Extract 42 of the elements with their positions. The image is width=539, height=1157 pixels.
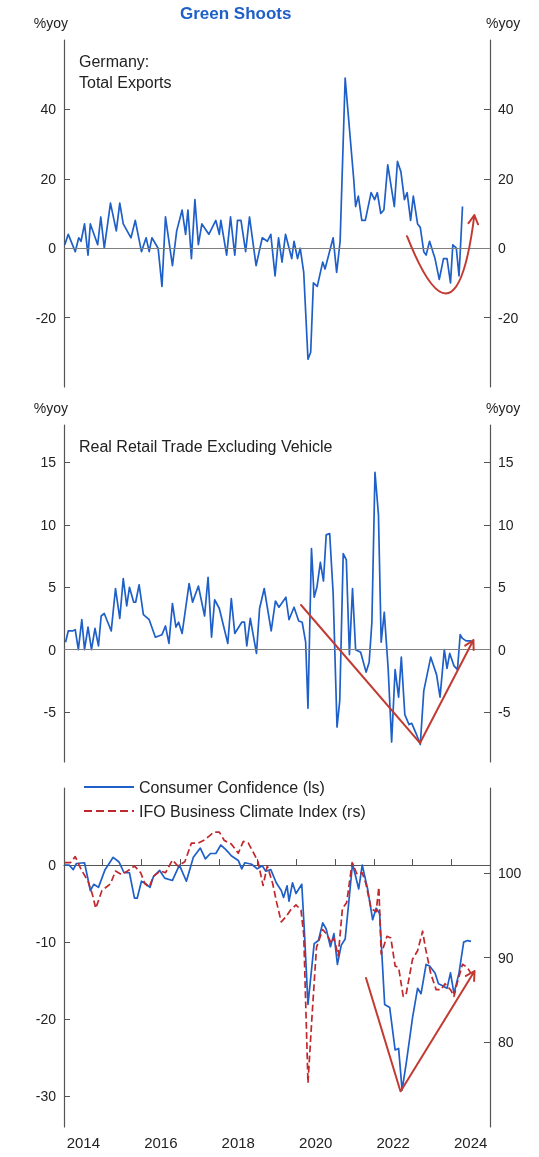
y-tick-label: 20 [40, 170, 57, 187]
y2-axis-title: %yoy [486, 15, 521, 31]
legend-label: IFO Business Climate Index (rs) [139, 802, 366, 820]
y-axis-title: %yoy [33, 400, 68, 416]
y2-tick-label: 80 [498, 1034, 514, 1051]
y-tick-label: 0 [48, 857, 57, 874]
chart-title: Green Shoots [180, 4, 292, 23]
y-axis-title: %yoy [33, 15, 68, 31]
line-series [63, 77, 464, 361]
y2-tick-label: -5 [498, 704, 511, 721]
y2-tick-label: 40 [498, 101, 514, 118]
y2-tick-label: 0 [498, 641, 506, 658]
y-tick-label: -10 [35, 934, 57, 951]
y2-tick-label: 100 [498, 864, 522, 881]
y2-tick-label: 15 [498, 454, 514, 471]
legend-label: Consumer Confidence (ls) [139, 778, 325, 796]
y2-axis-title: %yoy [486, 400, 521, 416]
y2-tick-label: 10 [498, 516, 514, 533]
x-tick-label: 2022 [376, 1134, 410, 1151]
x-tick-label: 2018 [221, 1134, 255, 1151]
x-tick-label: 2016 [144, 1134, 178, 1151]
y-tick-label: -20 [35, 1011, 57, 1028]
y2-tick-label: 0 [498, 240, 506, 257]
y-tick-label: 10 [40, 516, 57, 533]
text: Germany: Total Exports [79, 53, 172, 91]
x-tick-label: 2014 [66, 1134, 101, 1151]
y2-tick-label: 5 [498, 579, 506, 596]
y-tick-label: 0 [48, 641, 57, 658]
y2-tick-label: 20 [498, 170, 514, 187]
y-tick-label: 15 [40, 454, 57, 471]
line-series [64, 471, 472, 746]
x-tick-label: 2020 [299, 1134, 333, 1151]
y-tick-label: -30 [35, 1088, 57, 1105]
y2-tick-label: -20 [498, 309, 519, 326]
y-tick-label: -20 [35, 309, 57, 326]
text: Real Retail Trade Excluding Vehicle [79, 437, 333, 455]
y-tick-label: 0 [48, 240, 57, 257]
y-tick-label: -5 [43, 704, 57, 721]
y-tick-label: 5 [48, 579, 57, 596]
y2-tick-label: 90 [498, 949, 514, 966]
y-tick-label: 40 [40, 101, 57, 118]
x-tick-label: 2024 [453, 1134, 488, 1151]
